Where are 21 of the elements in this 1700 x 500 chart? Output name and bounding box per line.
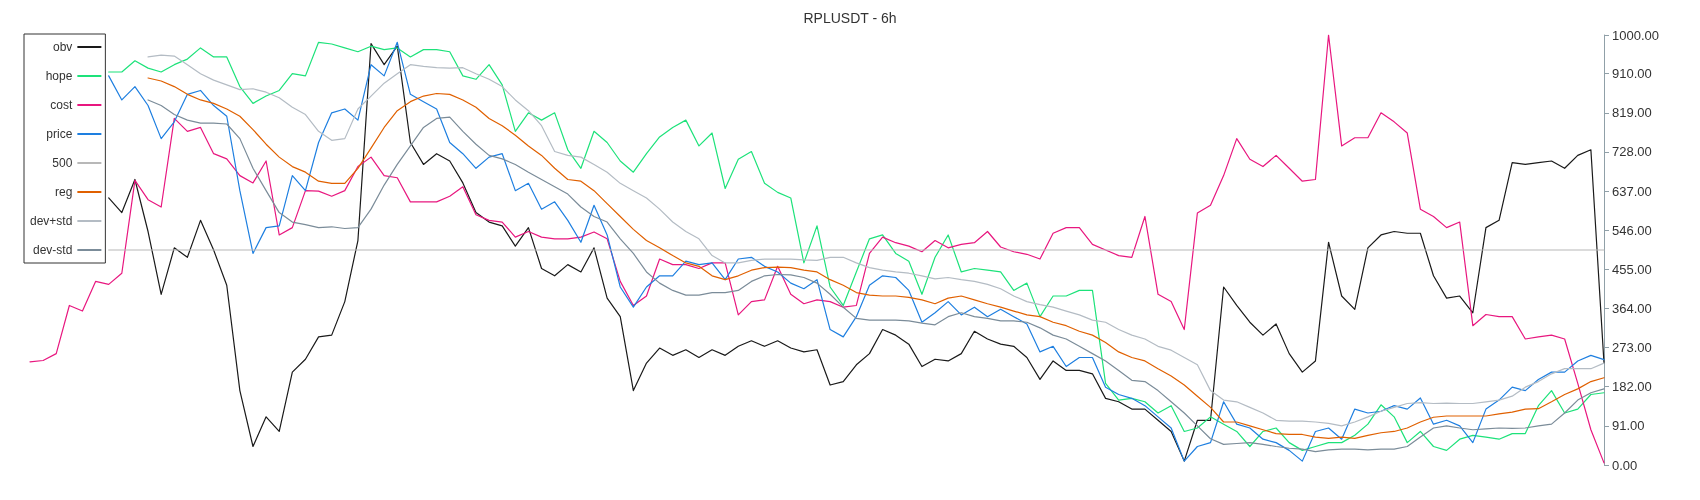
y-tick-label: 182.00 [1612,379,1652,395]
y-tick-label: 728.00 [1612,144,1652,160]
legend-label: dev+std [29,214,73,228]
legend-label: obv [53,40,73,54]
y-tick-label: 637.00 [1612,183,1652,199]
y-tick-label: 91.00 [1612,418,1645,434]
legend-label: price [46,127,73,141]
y-tick-label: 910.00 [1612,66,1652,82]
y-tick-label: 455.00 [1612,261,1652,277]
y-tick-label: 273.00 [1612,340,1652,356]
legend-label: 500 [52,156,73,170]
y-tick-label: 546.00 [1612,222,1652,238]
y-tick-label: 364.00 [1612,300,1652,316]
y-tick-label: 819.00 [1612,105,1652,121]
chart-title: RPLUSDT - 6h [803,10,897,26]
y-tick-label: 1000.00 [1612,27,1659,43]
legend-label: cost [50,98,74,112]
legend-label: reg [55,185,73,199]
legend-label: dev-std [33,243,73,257]
legend-label: hope [45,69,73,83]
y-tick-label: 0.00 [1612,457,1638,473]
